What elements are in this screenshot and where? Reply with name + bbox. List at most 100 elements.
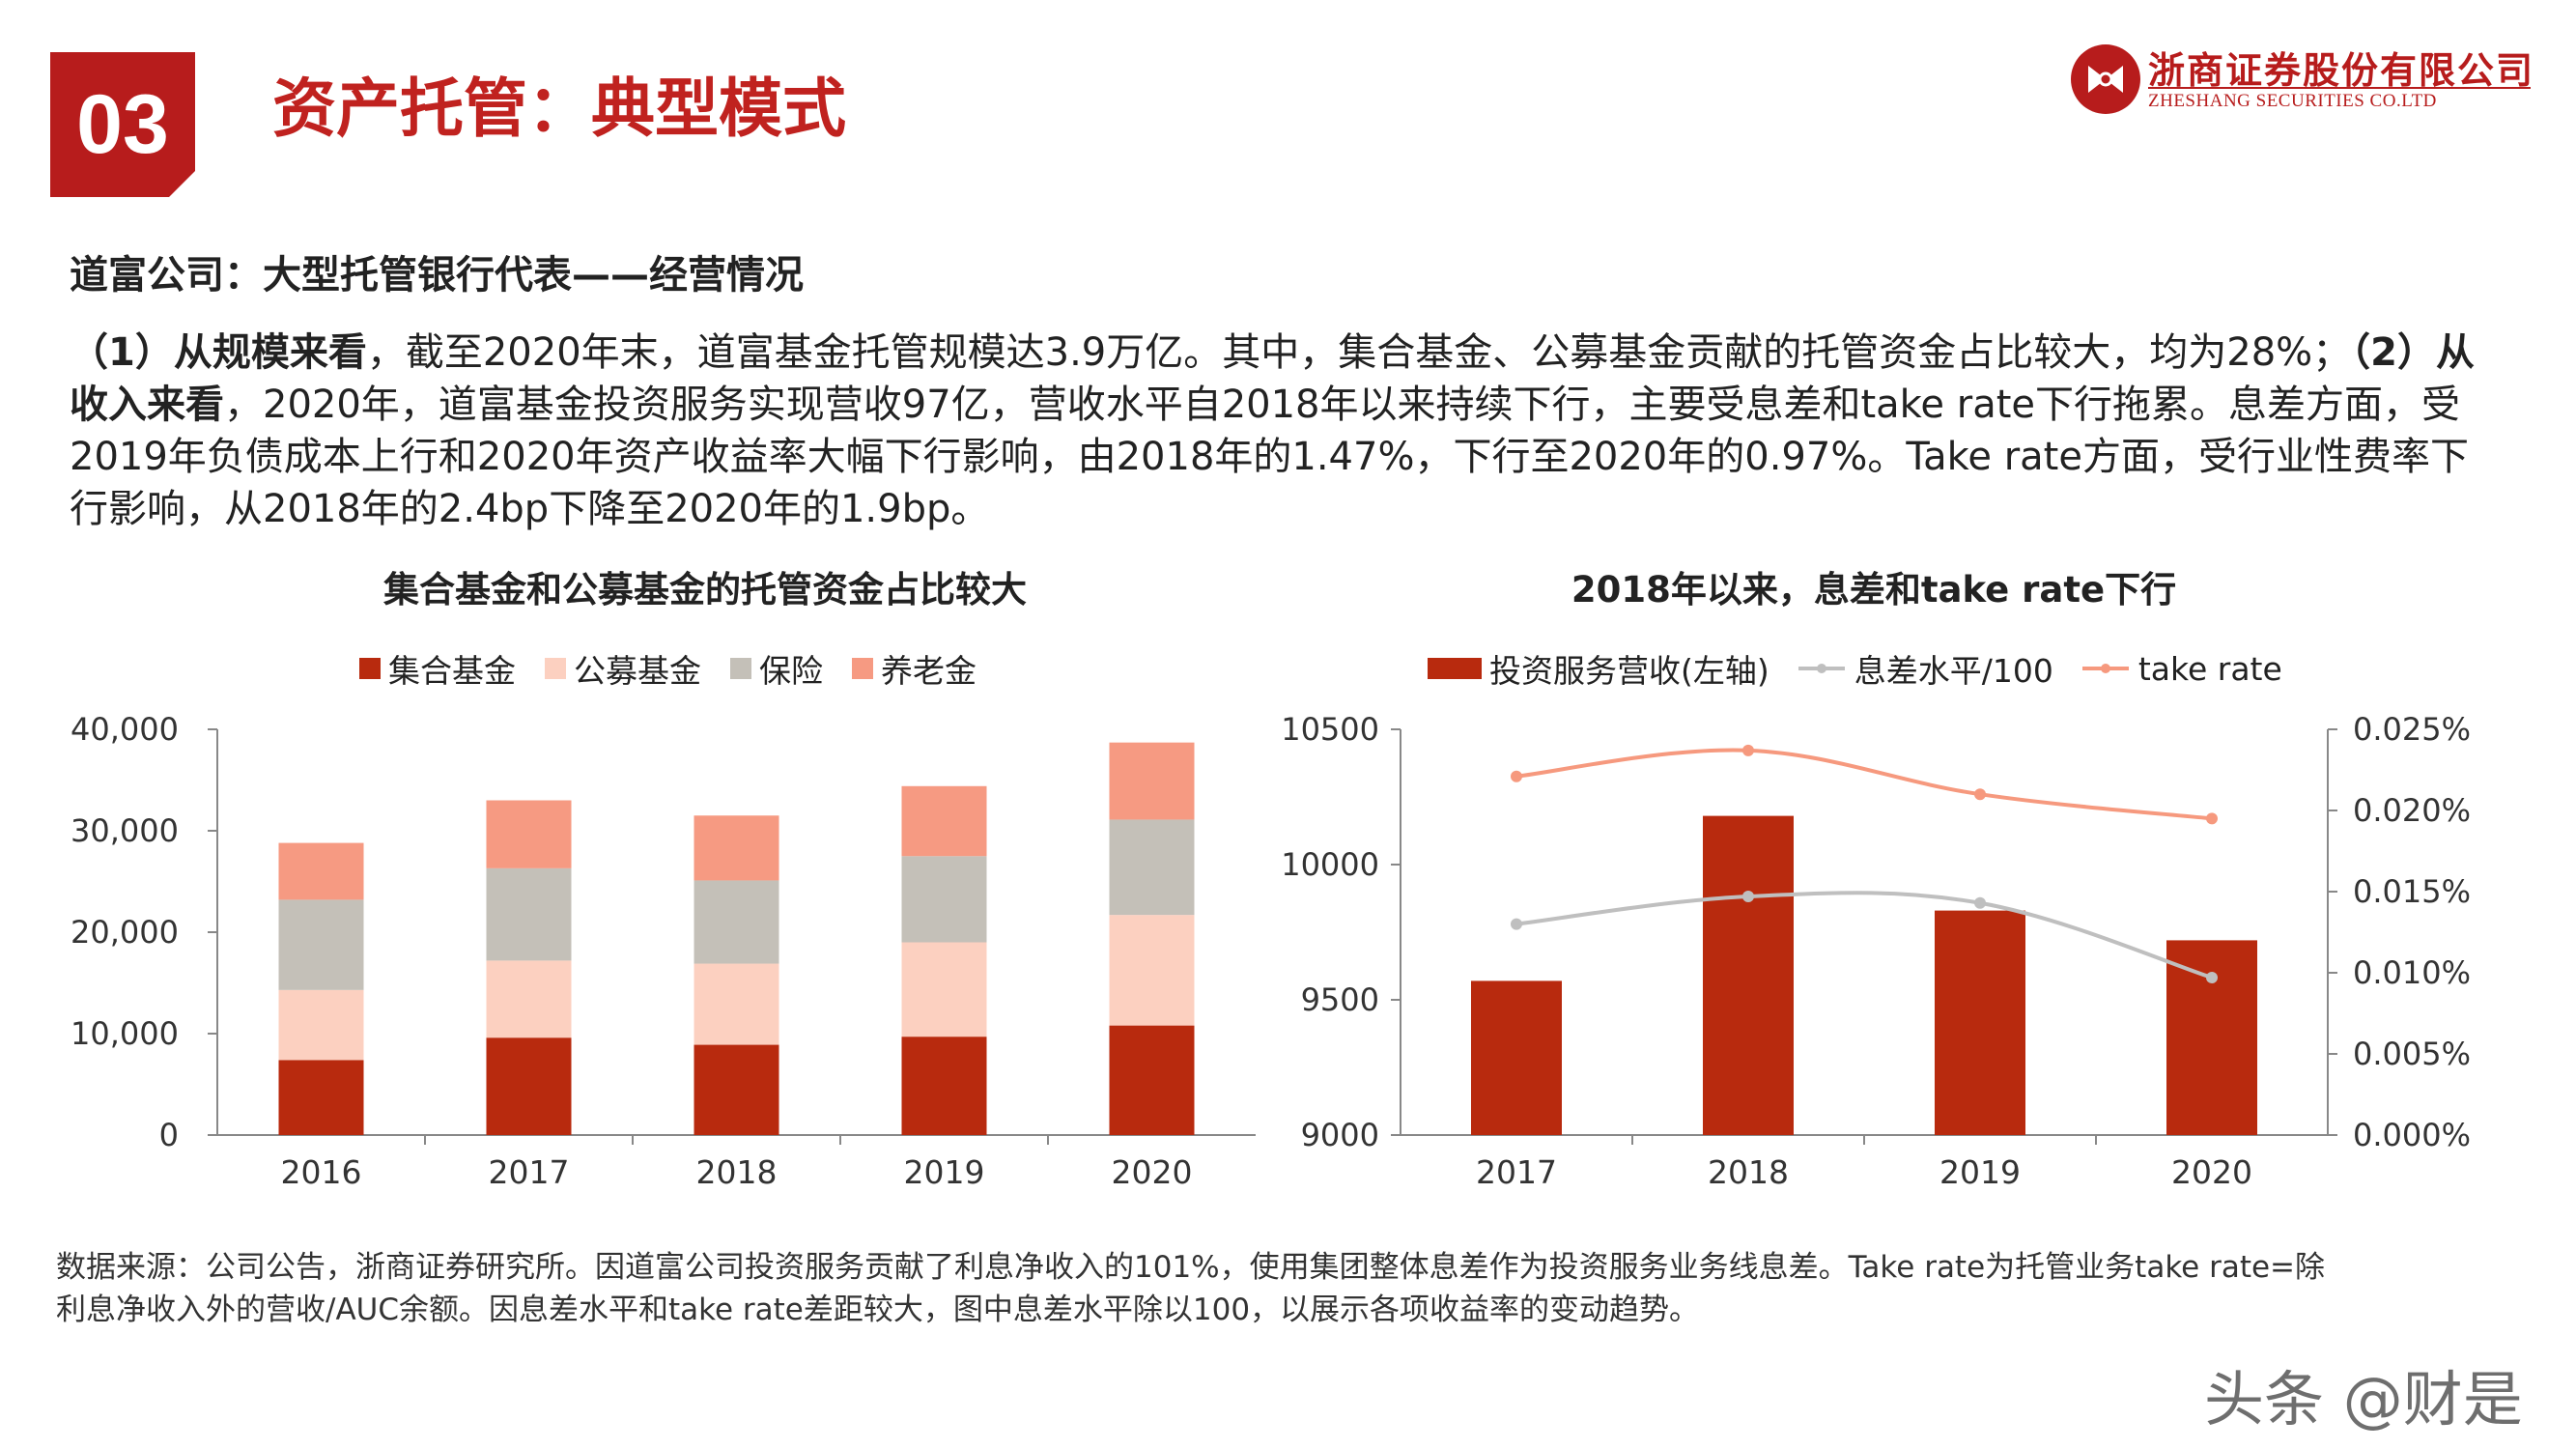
section-number-badge: 03 bbox=[50, 52, 195, 197]
legend-swatch bbox=[359, 658, 381, 679]
legend-item-insurance: 保险 bbox=[730, 645, 823, 692]
bar-segment bbox=[1109, 1025, 1195, 1135]
bar-segment bbox=[278, 1060, 364, 1135]
right-tick-label: 0.025% bbox=[2353, 711, 2471, 748]
logo-mark-icon bbox=[2071, 44, 2140, 114]
logo-divider bbox=[2148, 87, 2531, 89]
bar-segment bbox=[278, 842, 364, 900]
spread-point bbox=[2206, 972, 2218, 984]
legend-item-spread: 息差水平/100 bbox=[1798, 645, 2053, 692]
page-title: 资产托管：典型模式 bbox=[272, 71, 846, 146]
right-tick-label: 0.010% bbox=[2353, 954, 2471, 991]
legend-item-take-rate: take rate bbox=[2081, 649, 2282, 688]
right-tick-label: 0.000% bbox=[2353, 1117, 2471, 1153]
bar-segment bbox=[278, 899, 364, 990]
body-paragraph: （1）从规模来看，截至2020年末，道富基金托管规模达3.9万亿。其中，集合基金… bbox=[70, 327, 2484, 535]
bar-segment bbox=[486, 1037, 572, 1135]
x-tick-label: 2018 bbox=[1708, 1153, 1789, 1191]
legend-label: 养老金 bbox=[881, 652, 977, 690]
section-heading: 道富公司：大型托管银行代表——经营情况 bbox=[70, 253, 804, 298]
legend-swatch bbox=[852, 658, 873, 679]
legend-line bbox=[1798, 664, 1845, 673]
take-rate-point bbox=[1974, 788, 1986, 801]
bar-segment bbox=[278, 989, 364, 1061]
logo-company-name: 浙商证券股份有限公司 bbox=[2148, 49, 2535, 92]
legend-item-public: 公募基金 bbox=[545, 645, 701, 692]
left-tick-label: 10500 bbox=[1281, 711, 1379, 748]
legend-swatch bbox=[545, 658, 566, 679]
left-tick-label: 10000 bbox=[1281, 846, 1379, 883]
paragraph-point-1-heading: （1）从规模来看 bbox=[70, 330, 367, 375]
bar-segment bbox=[1109, 742, 1195, 820]
x-tick-label: 2019 bbox=[904, 1153, 985, 1191]
take-rate-line bbox=[1515, 748, 2213, 821]
legend-label: 投资服务营收(左轴) bbox=[1489, 652, 1769, 690]
x-tick-label: 2016 bbox=[281, 1153, 362, 1191]
bar-segment bbox=[901, 785, 987, 857]
spread-line bbox=[1515, 891, 2213, 980]
legend-label: 公募基金 bbox=[574, 652, 701, 690]
legend-line bbox=[2081, 664, 2129, 673]
bar-segment bbox=[486, 800, 572, 868]
x-tick-label: 2018 bbox=[696, 1153, 778, 1191]
revenue-bar bbox=[1935, 910, 2025, 1135]
y-tick-label: 40,000 bbox=[71, 711, 179, 748]
bar-segment bbox=[901, 856, 987, 943]
chart-1-legend: 集合基金 公募基金 保险 养老金 bbox=[359, 645, 1005, 692]
legend-item-collective: 集合基金 bbox=[359, 645, 516, 692]
bar-segment bbox=[901, 942, 987, 1037]
bar-segment bbox=[486, 960, 572, 1038]
legend-label: 集合基金 bbox=[388, 652, 516, 690]
legend-swatch bbox=[730, 658, 751, 679]
bar-segment bbox=[901, 1037, 987, 1135]
paragraph-point-1-text: ，截至2020年末，道富基金托管规模达3.9万亿。其中，集合基金、公募基金贡献的… bbox=[366, 330, 2352, 375]
take-rate-point bbox=[1742, 744, 1754, 756]
source-footnote: 数据来源：公司公告，浙商证券研究所。因道富公司投资服务贡献了利息净收入的101%… bbox=[56, 1246, 2529, 1331]
chart-1-stacked-bar: 40,000 30,000 20,000 10,000 0 2016 2017 2018 201… bbox=[71, 711, 1256, 1191]
x-tick-label: 2020 bbox=[2171, 1153, 2252, 1191]
legend-label: 息差水平/100 bbox=[1854, 652, 2053, 690]
bar-segment bbox=[694, 1044, 779, 1135]
paragraph-point-2-heading: （2）从收入来看 bbox=[70, 330, 2476, 427]
revenue-bar bbox=[1703, 815, 1794, 1135]
x-tick-label: 2017 bbox=[1476, 1153, 1557, 1191]
y-tick-label: 10,000 bbox=[71, 1015, 179, 1052]
take-rate-point bbox=[2206, 812, 2218, 825]
company-logo: 浙商证券股份有限公司 ZHESHANG SECURITIES CO.LTD bbox=[2069, 37, 2533, 124]
watermark: 头条 @财是 bbox=[2204, 1364, 2523, 1435]
legend-swatch bbox=[1428, 658, 1482, 679]
footnote-line-2: 利息净收入外的营收/AUC余额。因息差水平和take rate差距较大，图中息差… bbox=[56, 1293, 1700, 1327]
right-tick-label: 0.005% bbox=[2353, 1036, 2471, 1072]
legend-label: take rate bbox=[2137, 649, 2282, 688]
bar-segment bbox=[486, 867, 572, 961]
bar-segment bbox=[1109, 915, 1195, 1026]
left-tick-label: 9500 bbox=[1301, 981, 1379, 1018]
spread-point bbox=[1974, 896, 1986, 909]
revenue-bar bbox=[2166, 940, 2257, 1135]
legend-item-pension: 养老金 bbox=[852, 645, 977, 692]
right-tick-label: 0.015% bbox=[2353, 873, 2471, 910]
x-tick-label: 2020 bbox=[1112, 1153, 1193, 1191]
chart-2-legend: 投资服务营收(左轴) 息差水平/100 take rate bbox=[1428, 645, 2311, 692]
bar-segment bbox=[694, 880, 779, 964]
y-tick-label: 30,000 bbox=[71, 812, 179, 849]
legend-item-revenue: 投资服务营收(左轴) bbox=[1428, 645, 1769, 692]
footnote-line-1: 数据来源：公司公告，浙商证券研究所。因道富公司投资服务贡献了利息净收入的101%… bbox=[56, 1250, 2326, 1285]
take-rate-point bbox=[1511, 770, 1522, 782]
y-tick-label: 0 bbox=[159, 1117, 179, 1153]
logo-company-name-en: ZHESHANG SECURITIES CO.LTD bbox=[2148, 91, 2437, 111]
spread-point bbox=[1511, 918, 1522, 930]
spread-point bbox=[1742, 891, 1754, 903]
right-tick-label: 0.020% bbox=[2353, 792, 2471, 829]
chart-2-bar-line: 10500 10000 9500 9000 0.025% 0.020% 0.015% 0.01… bbox=[1281, 711, 2471, 1191]
chart-1-title: 集合基金和公募基金的托管资金占比较大 bbox=[383, 569, 1027, 611]
x-tick-label: 2017 bbox=[489, 1153, 570, 1191]
revenue-bar bbox=[1471, 980, 1562, 1135]
y-tick-label: 20,000 bbox=[71, 914, 179, 951]
legend-label: 保险 bbox=[759, 652, 823, 690]
chart-2-title: 2018年以来，息差和take rate下行 bbox=[1571, 569, 2177, 611]
bar-segment bbox=[694, 963, 779, 1045]
bar-segment bbox=[694, 815, 779, 881]
bar-segment bbox=[1109, 819, 1195, 916]
paragraph-point-2-text: ，2020年，道富基金投资服务实现营收97亿，营收水平自2018年以来持续下行，… bbox=[70, 383, 2469, 531]
